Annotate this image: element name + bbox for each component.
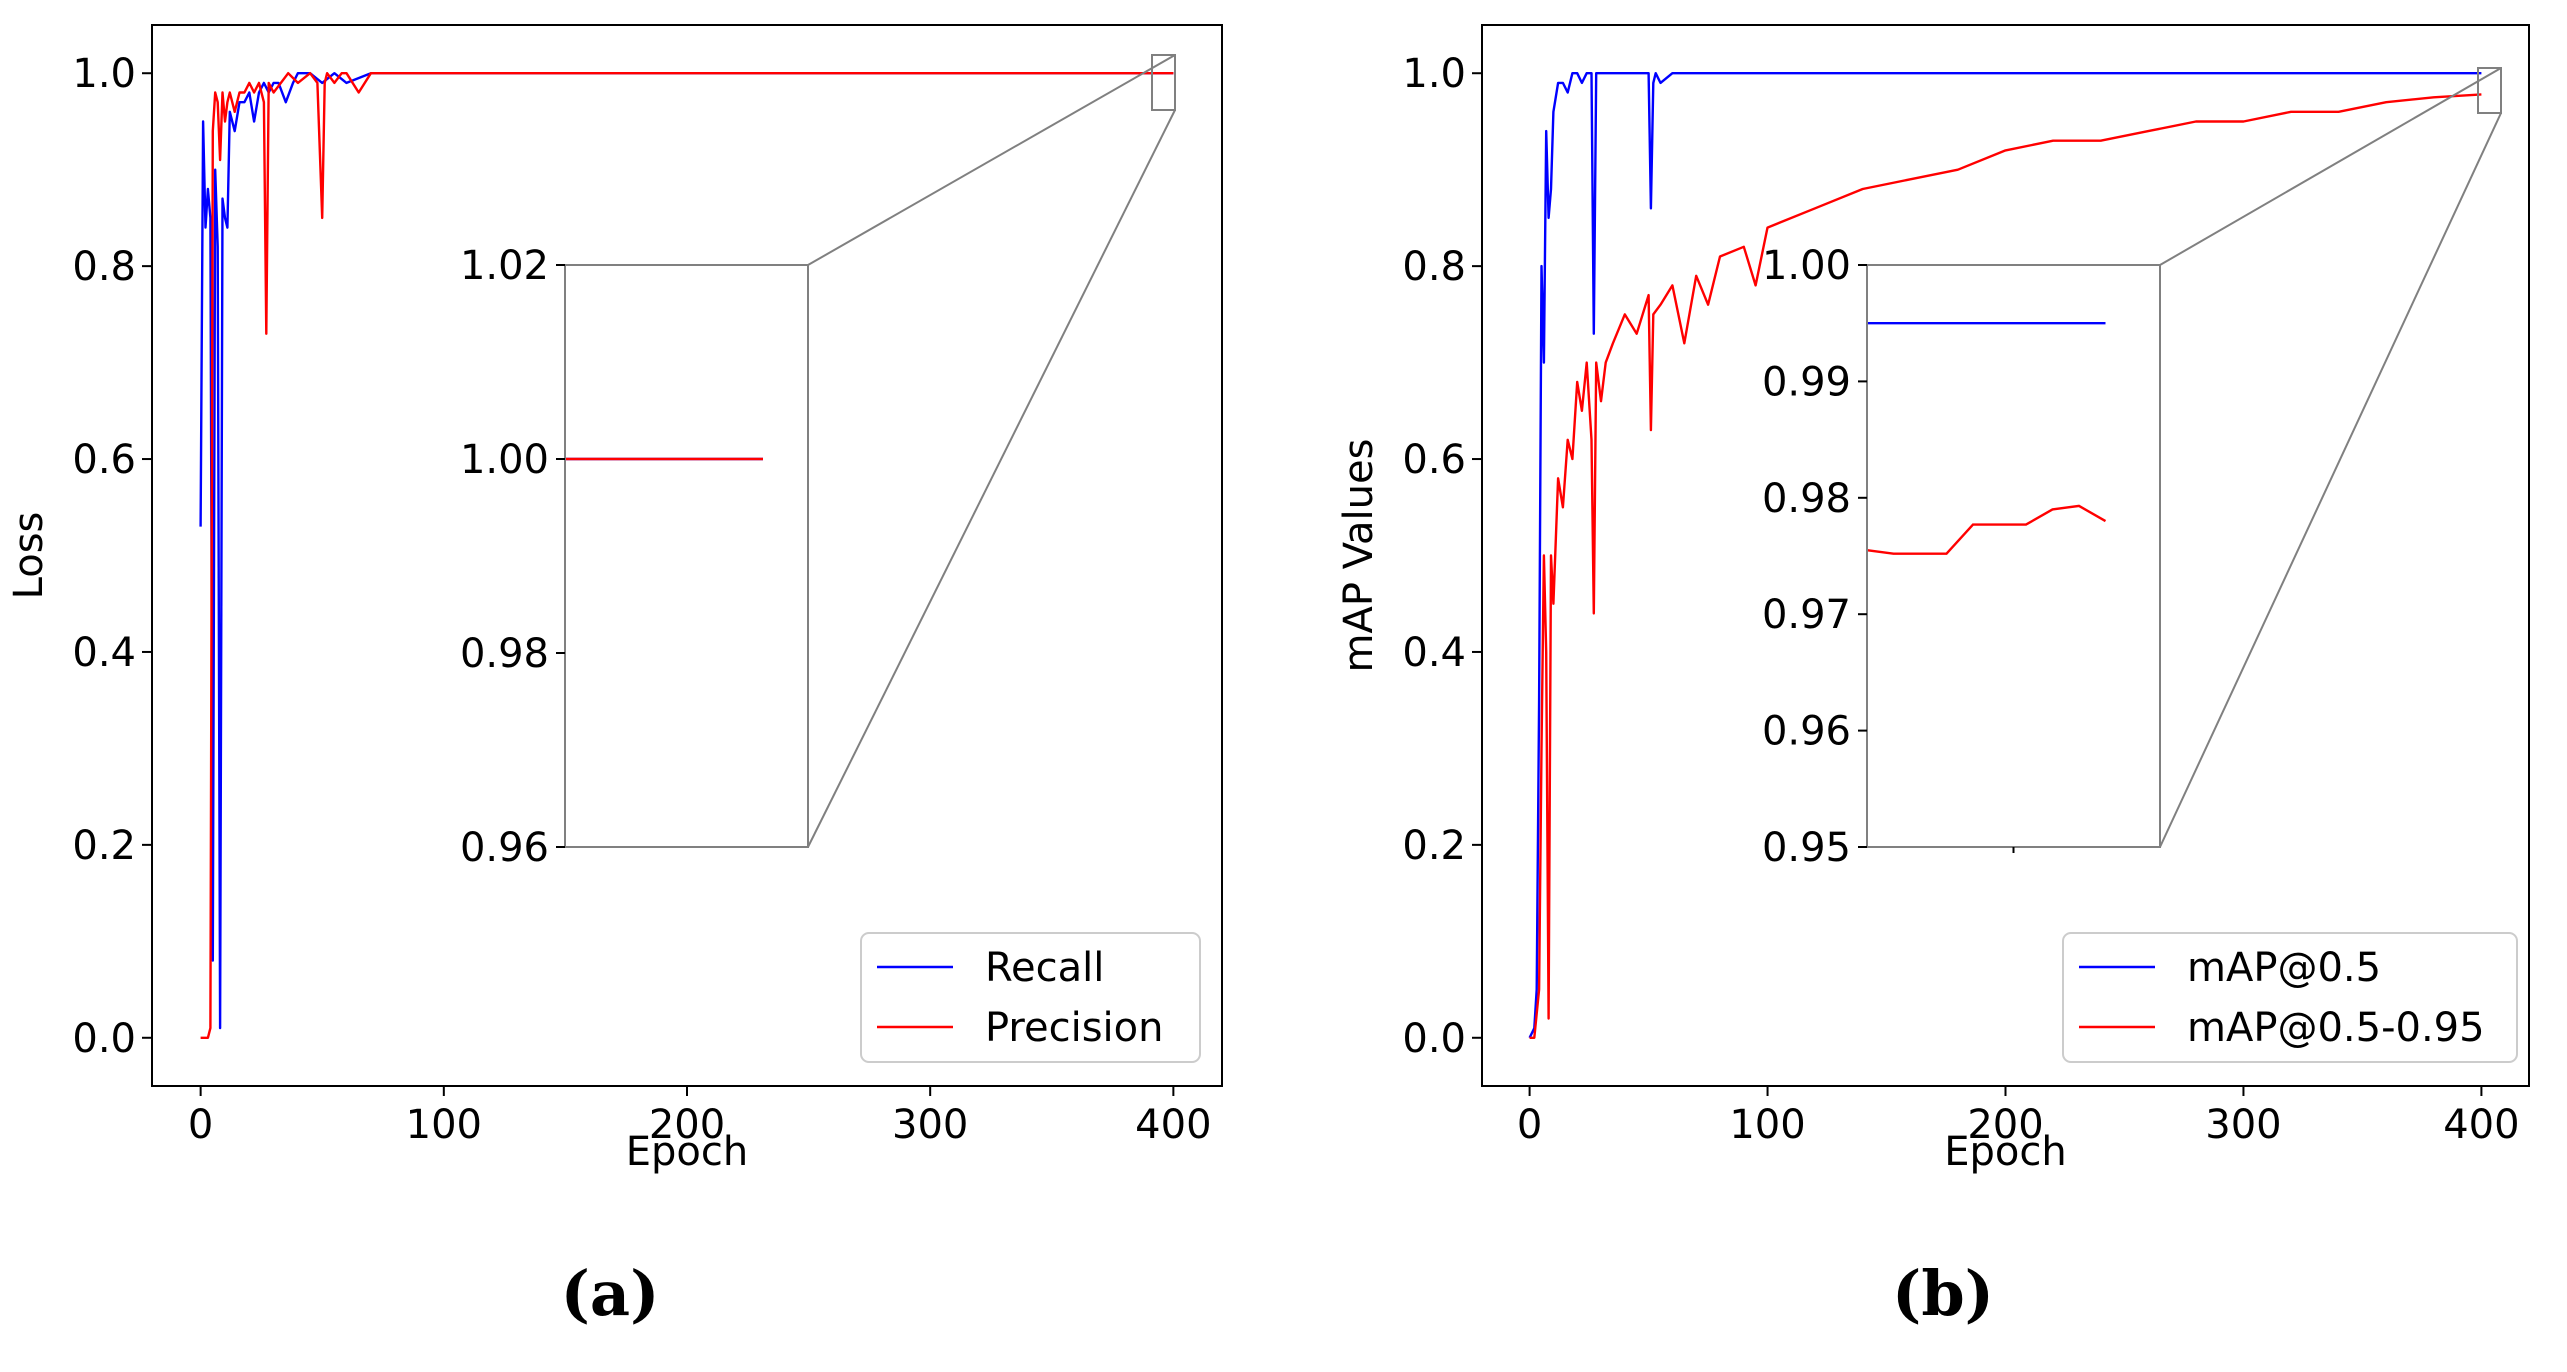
legend-box (860, 932, 1201, 1063)
x-tick-label: 300 (2205, 1102, 2281, 1148)
inset-y-tick-label: 0.95 (1762, 825, 1851, 871)
x-tick-label: 100 (406, 1102, 482, 1148)
y-tick-label: 0.0 (72, 1016, 136, 1062)
inset-y-tick-label: 0.96 (1762, 709, 1851, 755)
x-tick-label: 400 (2443, 1102, 2519, 1148)
inset-background (565, 265, 808, 847)
zoom-connector-bottom (2159, 112, 2502, 848)
x-tick-label: 200 (649, 1102, 725, 1148)
y-tick-label: 0.8 (72, 244, 136, 290)
series-line-map-0-5-0-95 (1529, 93, 2482, 1040)
legend-label: Precision (985, 1005, 1163, 1051)
y-tick-label: 0.4 (1402, 630, 1466, 676)
zoom-region-box (1151, 54, 1176, 111)
legend-label: Recall (985, 945, 1104, 991)
panel-a: 0 100 200 300 400 0.0 0.2 0.4 0.6 0.8 1.0 Epoch Loss… (6, 24, 1223, 1330)
inset-series-line-map-0-5-0-95 (1866, 504, 2107, 555)
zoom-connector-top (807, 54, 1176, 266)
x-tick-label: 0 (1517, 1102, 1542, 1148)
inset-y-tick-label: 1.00 (1762, 243, 1851, 289)
y-tick-label: 0.4 (72, 630, 136, 676)
y-tick-label: 0.2 (72, 823, 136, 869)
inset-y-tick-label: 0.96 (460, 825, 549, 871)
zoom-region-box (2477, 67, 2502, 114)
zoom-connector-top (2159, 67, 2502, 266)
y-tick-label: 0.0 (1402, 1016, 1466, 1062)
legend-label: mAP@0.5-0.95 (2187, 1005, 2485, 1051)
x-tick-label: 300 (892, 1102, 968, 1148)
inset-y-tick-label: 0.98 (460, 631, 549, 677)
x-tick-label: 200 (1967, 1102, 2043, 1148)
x-tick-label: 100 (1729, 1102, 1805, 1148)
y-axis-label: Loss (6, 512, 52, 600)
y-tick-label: 0.6 (1402, 437, 1466, 483)
y-tick-label: 1.0 (1402, 51, 1466, 97)
panel-b: 0 100 200 300 400 0.0 0.2 0.4 0.6 0.8 1.0 Epoch mAP … (1336, 24, 2530, 1330)
x-tick-label: 400 (1135, 1102, 1211, 1148)
y-tick-label: 1.0 (72, 51, 136, 97)
panel-caption: (a) (561, 1257, 660, 1330)
inset-frame (564, 264, 809, 848)
panel-caption: (b) (1892, 1257, 1994, 1330)
y-tick-label: 0.6 (72, 437, 136, 483)
x-axis-label: Epoch (1944, 1129, 2066, 1175)
legend-label: mAP@0.5 (2187, 945, 2381, 991)
inset-y-tick-label: 1.02 (460, 243, 549, 289)
inset-y-tick-label: 0.98 (1762, 476, 1851, 522)
inset-background (1867, 265, 2160, 847)
inset-y-tick-label: 0.97 (1762, 592, 1851, 638)
x-tick-label: 0 (188, 1102, 213, 1148)
y-tick-label: 0.2 (1402, 823, 1466, 869)
zoom-connector-bottom (807, 109, 1176, 848)
series-line-map-0-5 (1528, 71, 2482, 1039)
inset-y-tick-label: 1.00 (460, 437, 549, 483)
series-line-precision (200, 71, 1174, 1040)
inset-y-tick-label: 0.99 (1762, 359, 1851, 405)
legend-box (2062, 932, 2518, 1063)
x-axis-label: Epoch (626, 1129, 748, 1175)
y-axis-label: mAP Values (1336, 439, 1382, 673)
y-tick-label: 0.8 (1402, 244, 1466, 290)
